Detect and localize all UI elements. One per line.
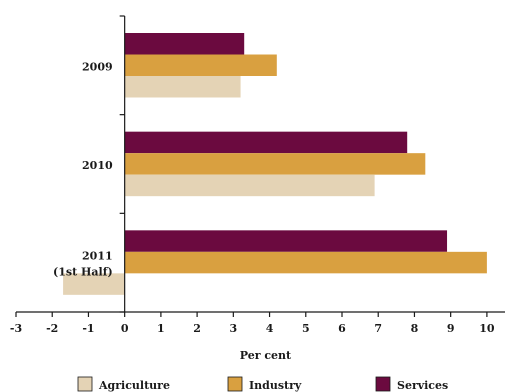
legend-swatch-agriculture	[77, 376, 93, 392]
bar-industry-2	[124, 251, 487, 274]
bar-agriculture-2	[63, 273, 125, 295]
x-tick-label-5: 5	[302, 322, 310, 335]
x-tick-label-3: 3	[230, 322, 238, 335]
bar-agriculture-0	[124, 76, 241, 98]
axes-group	[15, 15, 505, 317]
legend-swatch-industry	[227, 376, 243, 392]
legend-label-industry: Industry	[249, 379, 302, 392]
category-label-1: 2010	[82, 159, 113, 172]
x-tick-label--1: -1	[82, 322, 94, 335]
legend-label-agriculture: Agriculture	[98, 379, 170, 392]
category-label-0: 2009	[82, 60, 113, 73]
legend: Agriculture Industry Services	[77, 376, 448, 392]
x-tick-label-4: 4	[266, 322, 274, 335]
bars-group	[63, 33, 487, 295]
bar-industry-0	[124, 54, 277, 76]
x-tick-label--3: -3	[10, 322, 22, 335]
x-tick-label-8: 8	[411, 322, 419, 335]
x-tick-label-10: 10	[479, 322, 495, 335]
bar-services-1	[124, 131, 408, 154]
bar-agriculture-1	[124, 174, 375, 197]
x-tick-label-2: 2	[193, 322, 201, 335]
x-tick-label-0: 0	[121, 322, 129, 335]
x-tick-label--2: -2	[46, 322, 58, 335]
x-tick-label-7: 7	[374, 322, 382, 335]
labels-group: 2009 2010 2011 (1st Half) -3 -2 -1 0 1 2 3 4 5 6 7 8 9 10	[10, 60, 495, 335]
legend-swatch-services	[375, 376, 391, 392]
x-tick-label-1: 1	[157, 322, 165, 335]
bar-services-0	[124, 33, 245, 55]
bar-services-2	[124, 230, 448, 252]
x-axis-title: Per cent	[240, 349, 292, 362]
category-label-2: 2011 (1st Half)	[53, 250, 113, 279]
legend-label-services: Services	[397, 379, 448, 392]
x-tick-label-9: 9	[447, 322, 455, 335]
x-tick-label-6: 6	[338, 322, 346, 335]
bar-industry-1	[124, 153, 426, 175]
